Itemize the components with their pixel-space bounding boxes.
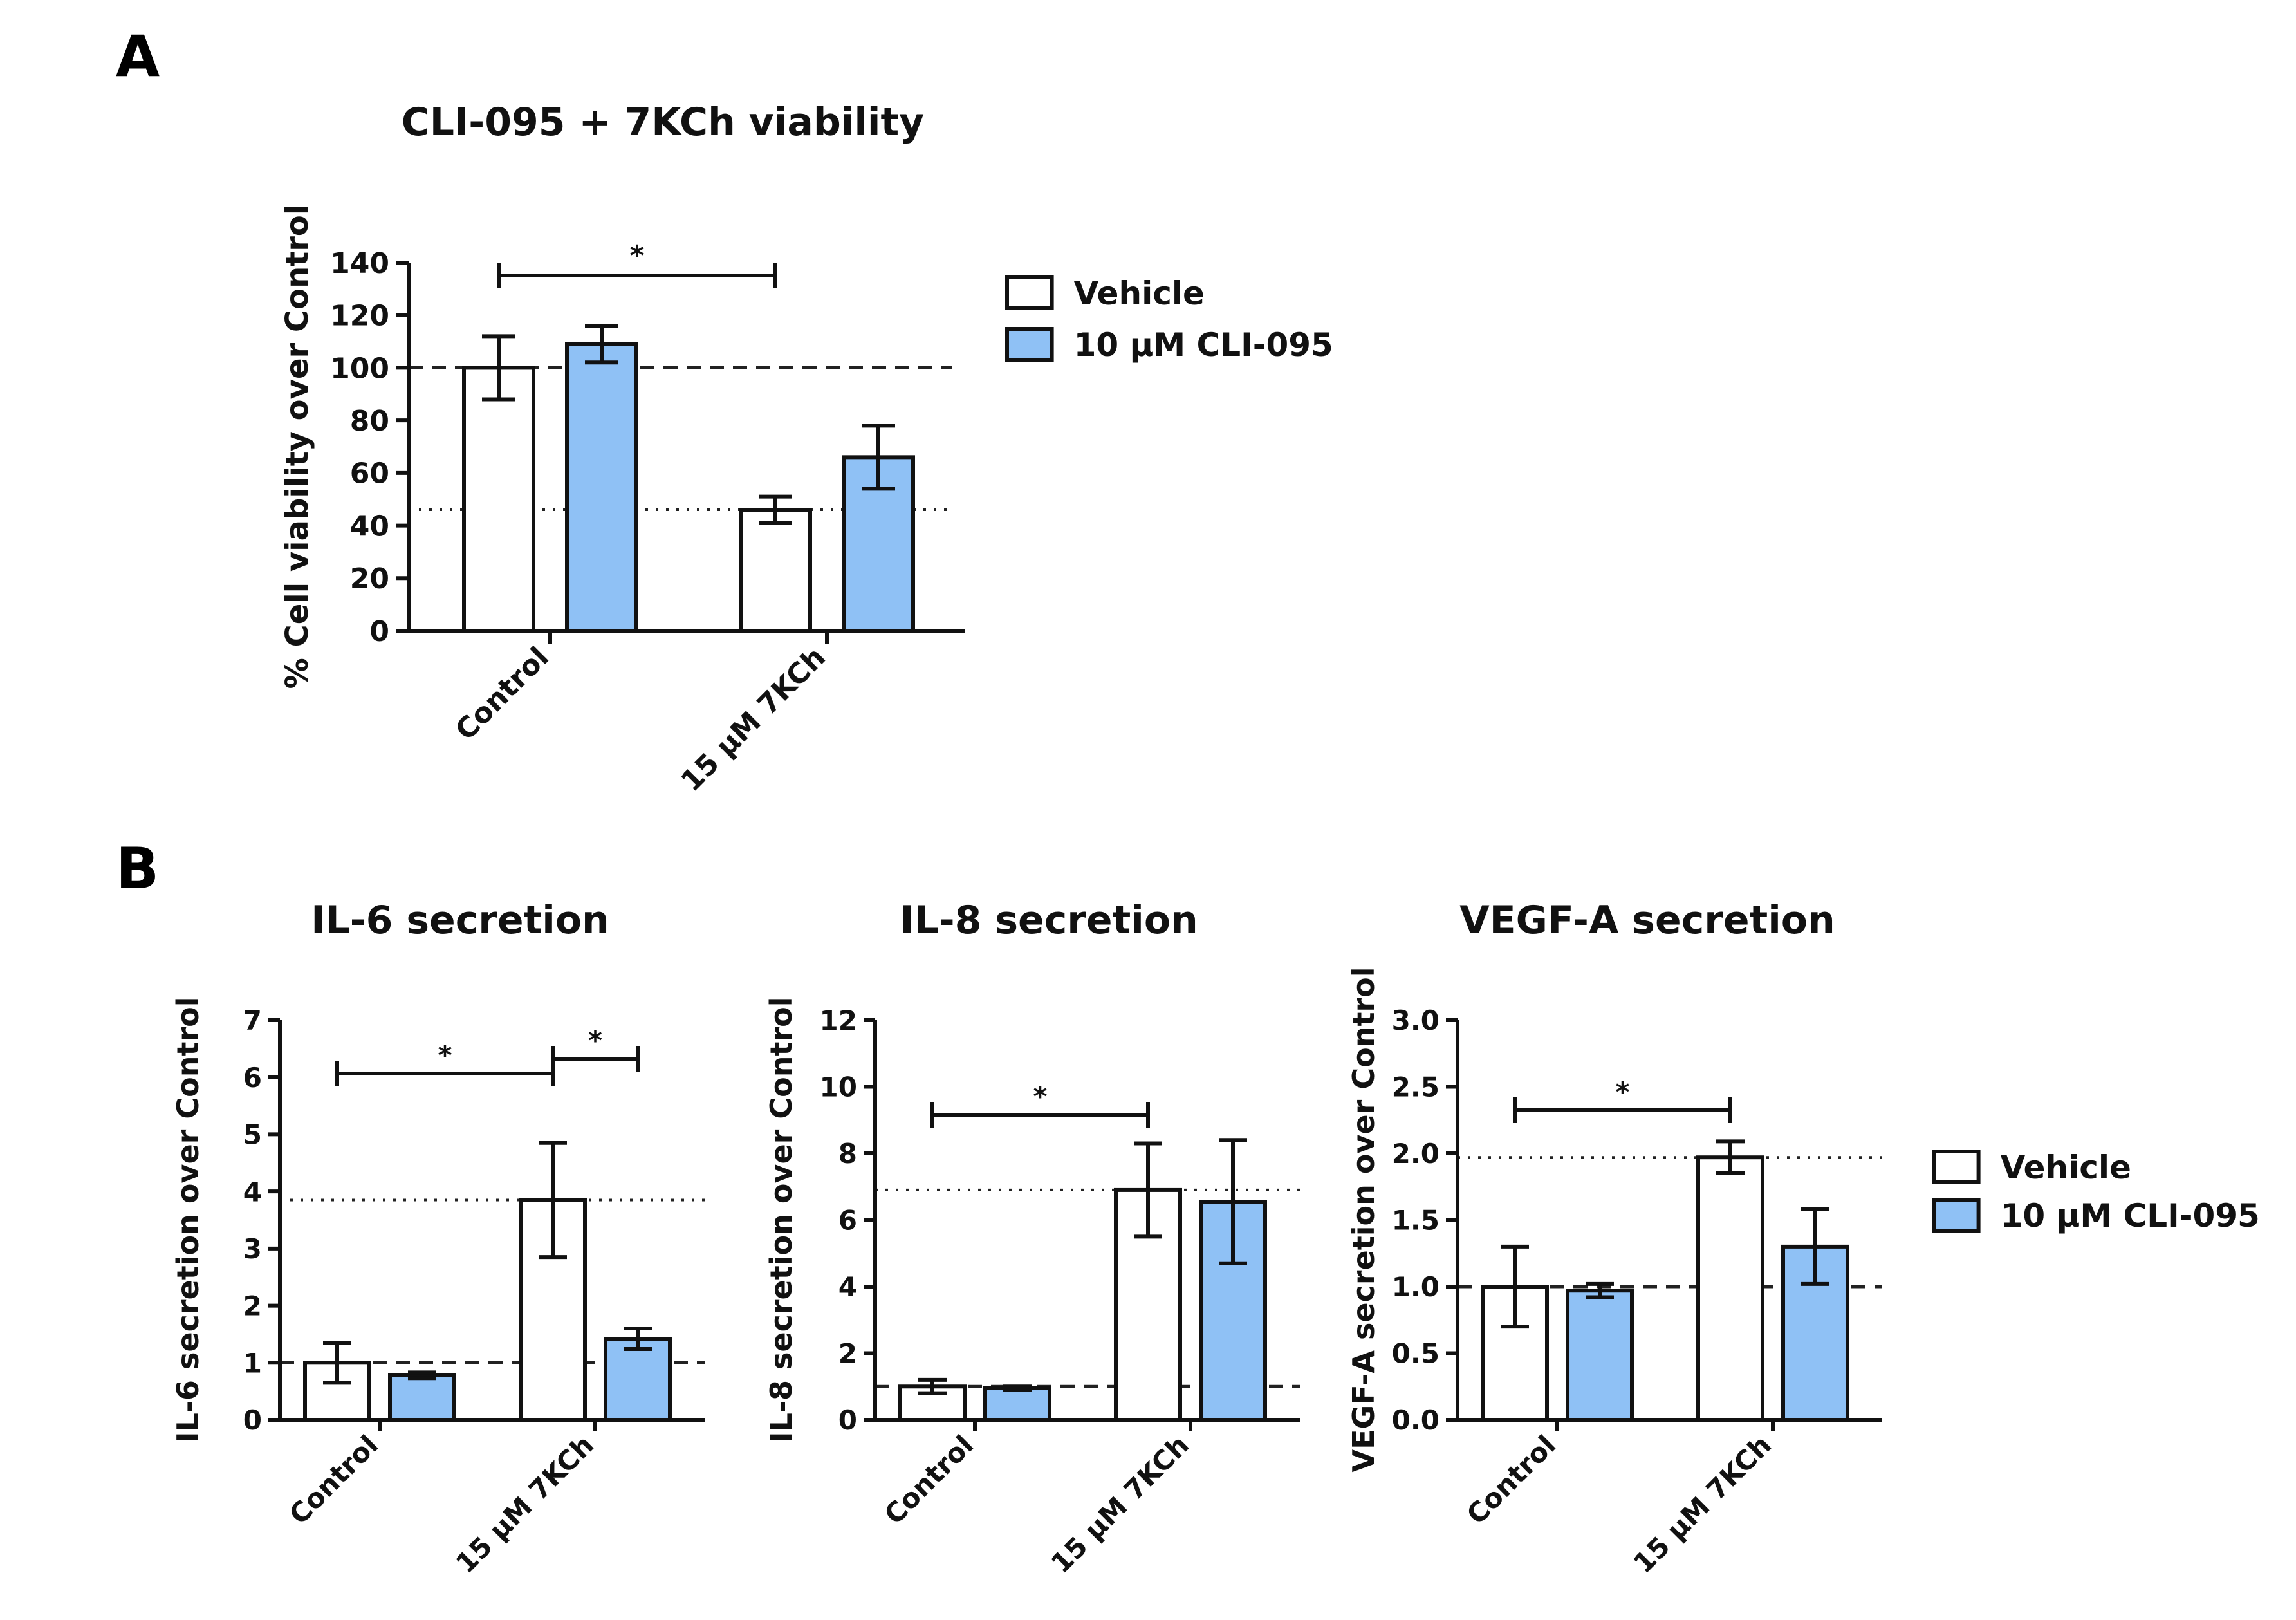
y-tick-label: 5 (243, 1119, 262, 1151)
y-tick-label: 4 (243, 1176, 262, 1207)
y-tick-label: 2 (243, 1290, 262, 1322)
x-tick-label: 15 µM 7KCh (1627, 1429, 1777, 1579)
bar-vehicle (462, 366, 535, 633)
y-tick-label: 7 (243, 1005, 262, 1036)
x-tick-label: Control (878, 1429, 979, 1530)
chart-vegfa: VEGF-A secretion VEGF-A secretion over Co… (1346, 898, 1882, 1579)
y-tick-label: 2 (838, 1338, 857, 1370)
legend-label-vehicle: Vehicle (2001, 1149, 2131, 1186)
y-axis-label: IL-8 secretion over Control (764, 996, 799, 1442)
chart-viability: CLI-095 + 7KCh viability % Cell viability… (279, 100, 965, 798)
x-tick-label: 15 µM 7KCh (450, 1429, 600, 1579)
y-tick-label: 3.0 (1392, 1005, 1440, 1036)
significance-star: * (1616, 1076, 1630, 1108)
y-tick-label: 8 (838, 1138, 857, 1169)
y-tick-label: 100 (330, 352, 389, 385)
chart-il8: IL-8 secretion IL-8 secretion over Contro… (764, 898, 1300, 1579)
y-tick-label: 60 (350, 458, 389, 490)
y-tick-label: 6 (243, 1062, 262, 1094)
x-tick-label: 15 µM 7KCh (1045, 1429, 1195, 1579)
panel-b-label: B (116, 835, 159, 902)
chart-title: CLI-095 + 7KCh viability (402, 100, 925, 145)
legend-label-cli095: 10 µM CLI-095 (2001, 1197, 2260, 1234)
y-tick-label: 4 (838, 1271, 857, 1303)
legend-label-vehicle: Vehicle (1074, 275, 1205, 312)
legend-a: Vehicle 10 µM CLI-095 (1005, 275, 1333, 364)
y-tick-label: 6 (838, 1205, 857, 1236)
y-tick-label: 10 (820, 1072, 857, 1103)
y-tick-label: 20 (350, 563, 389, 595)
y-tick-label: 120 (330, 300, 389, 333)
x-tick-label: 15 µM 7KCh (675, 641, 832, 798)
y-tick-label: 0 (838, 1404, 857, 1436)
legend-label-cli095: 10 µM CLI-095 (1074, 326, 1333, 364)
panel-a-label: A (116, 23, 160, 89)
y-tick-label: 1.0 (1392, 1271, 1440, 1303)
bar-cli095 (604, 1337, 672, 1422)
significance-star: * (1033, 1081, 1048, 1112)
bar-vehicle (739, 508, 812, 633)
x-tick-label: Control (283, 1429, 384, 1530)
y-tick-label: 0.5 (1392, 1338, 1440, 1370)
x-tick-label: Control (1461, 1429, 1562, 1530)
y-tick-label: 40 (350, 510, 389, 543)
significance-star: * (438, 1039, 452, 1071)
bar-cli095 (1566, 1289, 1634, 1422)
legend-swatch-vehicle (1005, 275, 1054, 310)
y-axis-label: % Cell viability over Control (279, 205, 315, 689)
y-tick-label: 1 (243, 1347, 262, 1379)
chart-title: VEGF-A secretion (1459, 898, 1835, 943)
chart-il6: IL-6 secretion IL-6 secretion over Contro… (171, 898, 705, 1579)
y-tick-label: 1.5 (1392, 1205, 1440, 1236)
bar-cli095 (565, 342, 638, 633)
bar-cli095 (983, 1386, 1051, 1422)
bar-vehicle (1696, 1155, 1764, 1422)
legend-swatch-cli095 (1932, 1198, 1981, 1233)
y-tick-label: 3 (243, 1233, 262, 1265)
y-axis-label: VEGF-A secretion over Control (1346, 967, 1381, 1473)
legend-b: Vehicle 10 µM CLI-095 (1932, 1149, 2260, 1234)
chart-title: IL-6 secretion (311, 898, 609, 943)
legend-swatch-vehicle (1932, 1150, 1981, 1184)
x-tick-label: Control (449, 641, 555, 747)
y-tick-label: 2.0 (1392, 1138, 1440, 1169)
bar-vehicle (1114, 1187, 1182, 1422)
y-tick-label: 80 (350, 405, 389, 438)
y-axis-label: IL-6 secretion over Control (171, 996, 205, 1442)
legend-swatch-cli095 (1005, 327, 1054, 362)
y-tick-label: 2.5 (1392, 1072, 1440, 1103)
significance-star: * (629, 239, 644, 272)
y-tick-label: 140 (330, 247, 389, 280)
y-tick-label: 12 (820, 1005, 857, 1036)
y-tick-label: 0 (243, 1404, 262, 1436)
chart-title: IL-8 secretion (900, 898, 1198, 943)
y-tick-label: 0 (369, 615, 389, 648)
bar-cli095 (388, 1373, 456, 1422)
significance-star: * (588, 1025, 602, 1056)
y-tick-label: 0.0 (1392, 1404, 1440, 1436)
